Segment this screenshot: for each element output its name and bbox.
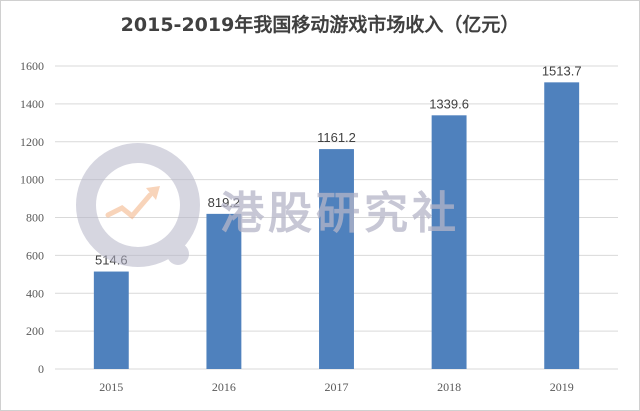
y-tick-label: 400 [26,286,44,300]
y-tick-label: 600 [26,248,44,262]
data-label: 819.2 [208,195,241,210]
data-label: 1339.6 [429,96,469,111]
x-tick-label: 2019 [550,380,574,394]
bars [93,82,580,369]
y-tick-label: 1600 [20,59,44,73]
bar [431,115,467,369]
y-tick-label: 800 [26,211,44,225]
x-tick-label: 2016 [212,380,236,394]
y-tick-label: 0 [38,362,44,376]
data-label: 1161.2 [317,130,356,145]
data-label: 1513.7 [542,63,582,78]
y-tick-label: 200 [26,324,44,338]
bar [544,82,580,369]
x-tick-label: 2015 [99,380,123,394]
bar [206,213,242,369]
y-tick-label: 1200 [20,135,44,149]
y-tick-label: 1000 [20,173,44,187]
x-axis-tick-labels: 2015 2016 2017 2018 2019 [99,380,573,394]
bar [93,271,129,369]
chart-title: 2015-2019年我国移动游戏市场收入（亿元） [120,14,520,36]
bar [319,149,354,369]
y-axis-tick-labels: 0 200 400 600 800 1000 1200 1400 1600 [20,59,44,376]
x-tick-label: 2018 [437,380,461,394]
y-tick-label: 1400 [20,97,44,111]
data-label: 514.6 [95,253,128,268]
x-tick-label: 2017 [325,380,349,394]
